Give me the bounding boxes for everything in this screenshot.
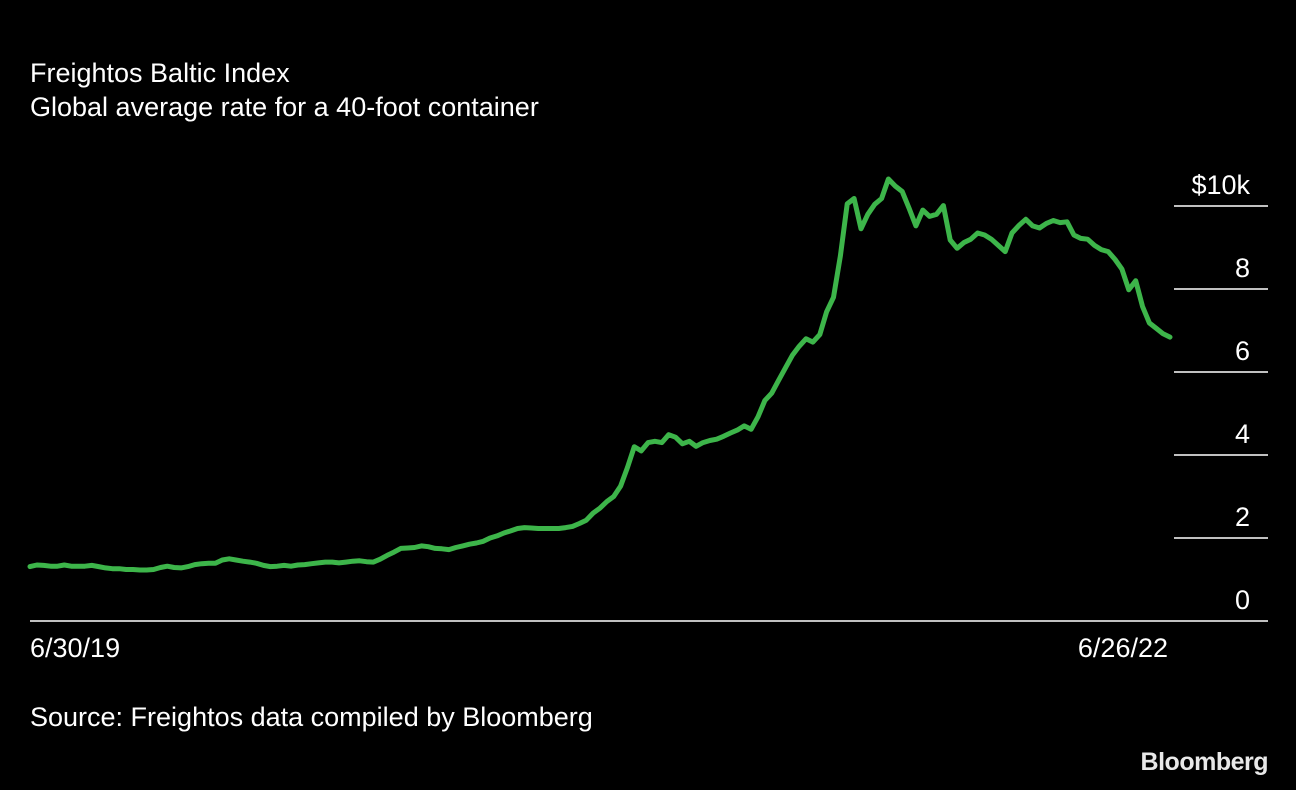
bloomberg-logo: Bloomberg [1140,748,1269,776]
series-line [27,176,1173,573]
gridlines [1174,205,1268,539]
chart-subtitle: Global average rate for a 40-foot contai… [30,92,539,122]
x-tick-label: 6/30/19 [30,633,120,663]
source-note: Source: Freightos data compiled by Bloom… [30,702,593,732]
y-tick-label: 8 [1235,253,1250,283]
y-axis-tick-labels: 0 2 4 6 8 $10k [1191,170,1250,615]
y-tick-label: $10k [1191,170,1250,200]
y-tick-label: 4 [1235,419,1250,449]
y-tick-label: 0 [1235,585,1250,615]
x-tick-label: 6/26/22 [1078,633,1168,663]
y-tick-label: 6 [1235,336,1250,366]
y-tick-label: 2 [1235,502,1250,532]
x-axis-tick-labels: 6/30/19 6/26/22 [30,633,1168,663]
chart-title: Freightos Baltic Index [30,58,290,88]
